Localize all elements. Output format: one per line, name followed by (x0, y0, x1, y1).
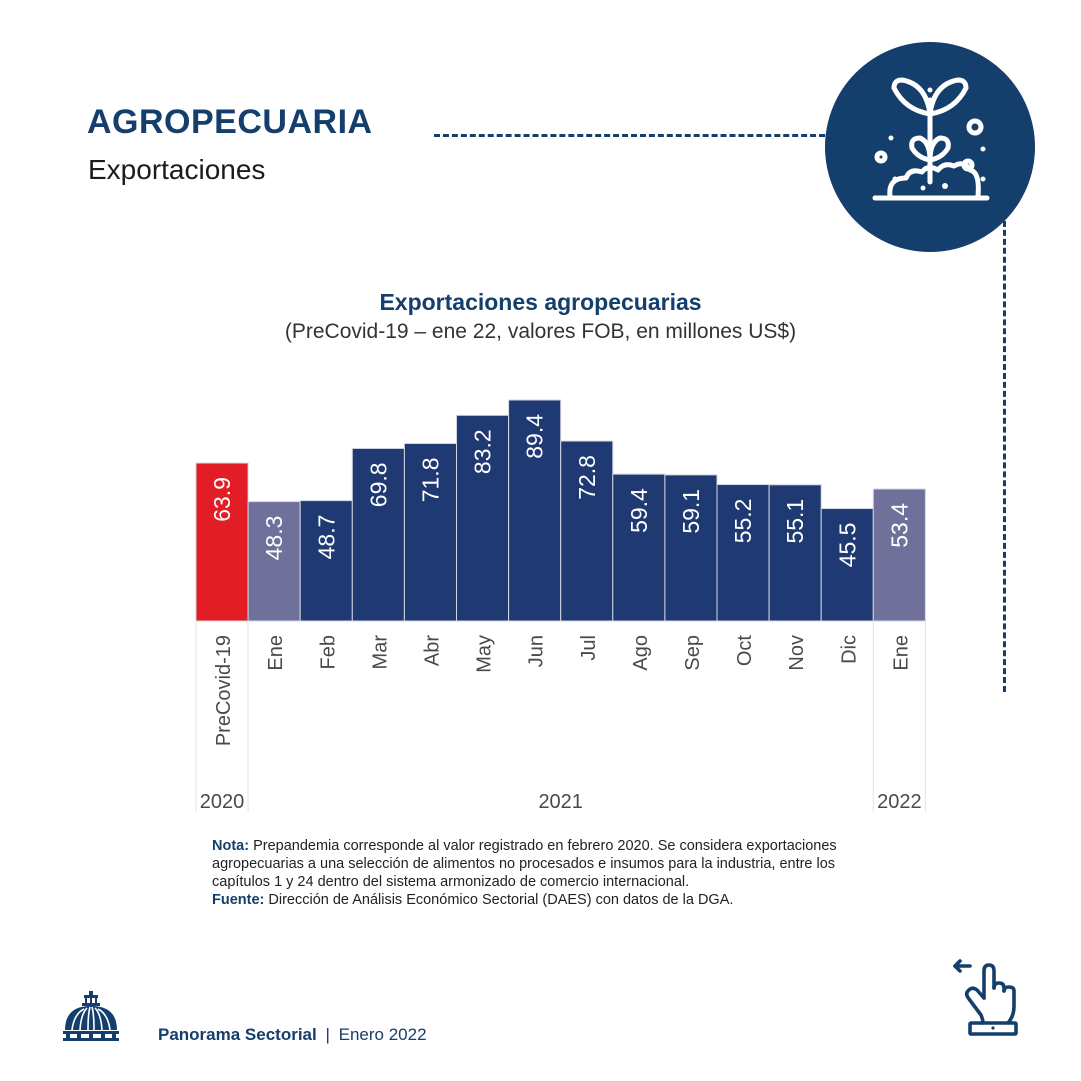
swipe-left-hand-icon[interactable] (950, 958, 1025, 1043)
bar (403, 443, 457, 622)
source-label: Fuente: (212, 892, 265, 908)
bar (195, 462, 249, 622)
publication-name: Panorama Sectorial (158, 1025, 317, 1044)
year-group-label: 2022 (877, 791, 922, 813)
note-line-2: agropecuarias a una selección de aliment… (212, 856, 836, 872)
category-tick-label: Oct (734, 635, 756, 667)
category-tick-label: Ago (630, 635, 652, 671)
publication-date: Enero 2022 (338, 1025, 427, 1044)
bar-value-label: 59.4 (626, 488, 652, 533)
chart-subtitle: (PreCovid-19 – ene 22, valores FOB, en m… (284, 320, 797, 343)
bar-value-label: 69.8 (365, 462, 391, 507)
category-tick-label: May (474, 635, 496, 673)
chart-title: Exportaciones agropecuarias (379, 289, 702, 315)
bar-value-label: 71.8 (417, 458, 443, 503)
note-line-3: capítulos 1 y 24 dentro del sistema armo… (212, 874, 690, 890)
source-text: Dirección de Análisis Económico Sectoria… (264, 892, 734, 908)
category-tick-label: Feb (317, 635, 339, 669)
bar (456, 414, 510, 622)
bar (716, 484, 770, 622)
source-line: Fuente: Dirección de Análisis Económico … (212, 891, 1012, 909)
category-tick-label: Ene (265, 635, 287, 671)
bar-value-label: 48.3 (261, 516, 287, 561)
dashed-connector-horizontal (434, 134, 834, 137)
category-tick-label: Dic (838, 635, 860, 664)
category-tick-label: PreCovid-19 (213, 635, 235, 746)
category-tick-label: Mar (369, 635, 391, 670)
bar-chart: 63.9 PreCovid-19 48.3 Ene 48.7 Feb 69.8 Mar 71.8… (195, 399, 926, 813)
sector-badge (825, 42, 1035, 252)
bar (351, 447, 405, 622)
category-tick-label: Nov (786, 635, 808, 671)
bar (299, 500, 353, 622)
bar-value-label: 53.4 (886, 503, 912, 548)
note-line-1: Nota: Prepandemia corresponde al valor r… (212, 837, 1012, 855)
bar-value-label: 45.5 (834, 523, 860, 568)
note-text-1: Prepandemia corresponde al valor registr… (249, 838, 837, 854)
page-title: AGROPECUARIA (87, 103, 373, 141)
category-tick-label: Ene (890, 635, 912, 671)
dome-logo (62, 990, 120, 1047)
dashed-connector-vertical (1003, 212, 1006, 692)
bar-value-label: 63.9 (209, 477, 235, 522)
year-group-label: 2021 (538, 791, 583, 813)
footer-publication: Panorama Sectorial | Enero 2022 (158, 1025, 427, 1045)
category-tick-label: Jun (526, 635, 548, 667)
bar-value-label: 59.1 (678, 489, 704, 534)
bar (820, 508, 874, 622)
bar-value-label: 83.2 (470, 429, 496, 474)
bar (508, 399, 562, 622)
category-tick-label: Jul (578, 635, 600, 661)
footer-separator: | (325, 1025, 330, 1044)
bar-value-label: 55.1 (782, 499, 808, 544)
plant-sprout-icon (872, 77, 990, 201)
bar (612, 473, 666, 622)
category-tick-label: Sep (682, 635, 704, 671)
note-block: Nota: Prepandemia corresponde al valor r… (212, 837, 1012, 909)
page-subtitle: Exportaciones (88, 154, 266, 185)
bar (872, 488, 926, 622)
bar-value-label: 89.4 (522, 414, 548, 459)
year-group-label: 2020 (200, 791, 245, 813)
bar-value-label: 55.2 (730, 499, 756, 544)
category-tick-label: Abr (421, 635, 443, 666)
bar (768, 484, 822, 622)
note-label: Nota: (212, 838, 250, 854)
bar-value-label: 72.8 (574, 455, 600, 500)
bar-value-label: 48.7 (313, 515, 339, 560)
bar (560, 440, 614, 622)
bar (247, 501, 301, 622)
